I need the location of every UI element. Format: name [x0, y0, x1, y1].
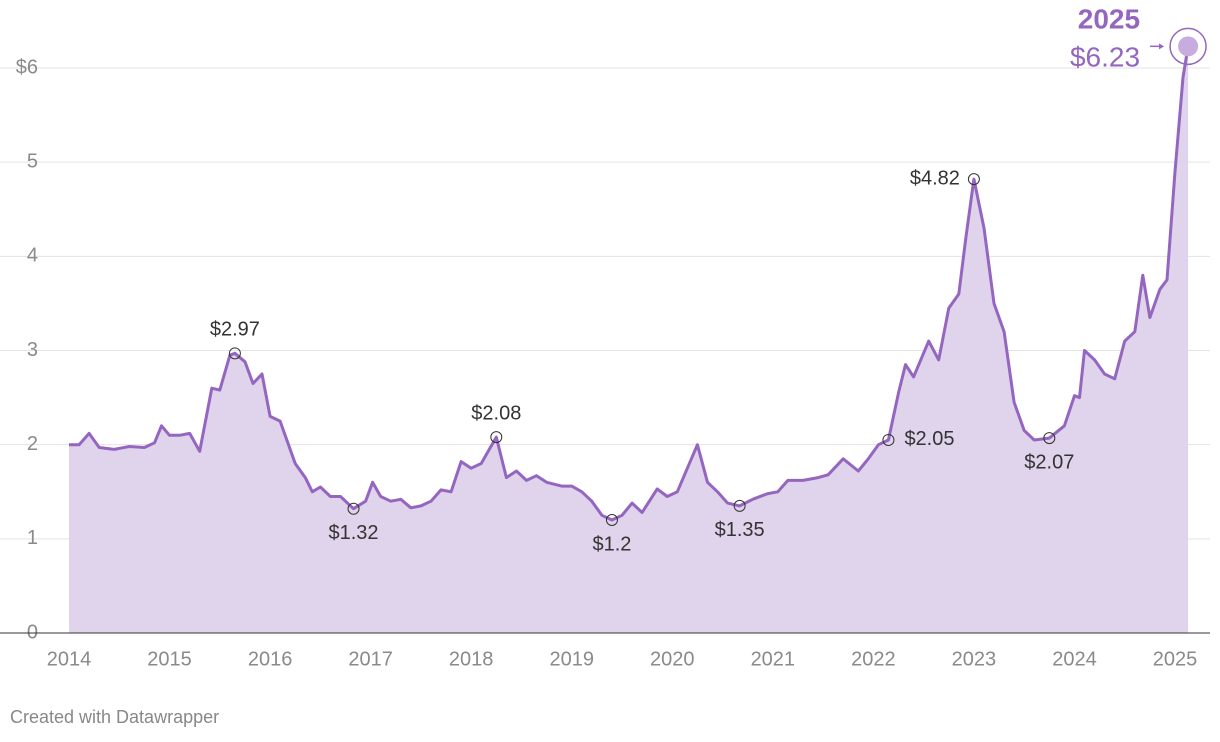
- x-tick-label: 2021: [751, 648, 796, 670]
- area: [69, 46, 1189, 634]
- x-tick-label: 2014: [47, 648, 92, 670]
- annotation-point: [347, 502, 360, 515]
- annotation-point: [967, 173, 980, 186]
- y-tick-label: 5: [27, 150, 38, 172]
- x-tick-label: 2025: [1153, 648, 1198, 670]
- highlight-ring: [1169, 27, 1207, 66]
- highlight-arrowhead: [1159, 43, 1165, 50]
- highlight-label: $6.23: [1070, 42, 1140, 73]
- line: [69, 46, 1190, 522]
- annotation-point: [1043, 432, 1056, 445]
- x-tick-label: 2018: [449, 648, 494, 670]
- x-tick-label: 2017: [348, 648, 393, 670]
- y-tick-label: 4: [27, 245, 38, 267]
- annotation-label: $2.97: [210, 319, 260, 341]
- x-tick-label: 2019: [549, 648, 594, 670]
- x-tick-label: 2020: [650, 648, 695, 670]
- x-tick-label: 2015: [147, 648, 192, 670]
- annotation-point: [882, 433, 895, 446]
- annotation-label: $2.07: [1024, 451, 1074, 473]
- annotation-point: [605, 514, 618, 526]
- annotation-point: [490, 431, 503, 444]
- annotation-label: $4.82: [910, 167, 960, 189]
- annotation-point: [733, 499, 746, 512]
- y-tick-label: 3: [27, 339, 38, 361]
- highlight-dot: [1178, 36, 1199, 57]
- y-tick-label: 1: [27, 527, 38, 549]
- annotation-label: $2.08: [471, 402, 521, 424]
- x-tick-label: 2022: [851, 648, 896, 670]
- annotation-label: $1.32: [329, 522, 379, 544]
- y-tick-label: 0: [27, 621, 38, 643]
- y-tick-label: 2: [27, 433, 38, 455]
- annotation-label: $1.2: [592, 533, 631, 555]
- annotation-label: $1.35: [715, 519, 765, 541]
- x-tick-label: 2023: [952, 648, 997, 670]
- highlight-title: 2025: [1078, 4, 1140, 35]
- x-tick-label: 2016: [248, 648, 293, 670]
- annotation-point: [228, 347, 241, 360]
- source: Created with Datawrapper: [10, 707, 219, 727]
- annotation-label: $2.05: [904, 428, 954, 450]
- y-tick-label: $6: [16, 56, 38, 78]
- x-tick-label: 2024: [1052, 648, 1097, 670]
